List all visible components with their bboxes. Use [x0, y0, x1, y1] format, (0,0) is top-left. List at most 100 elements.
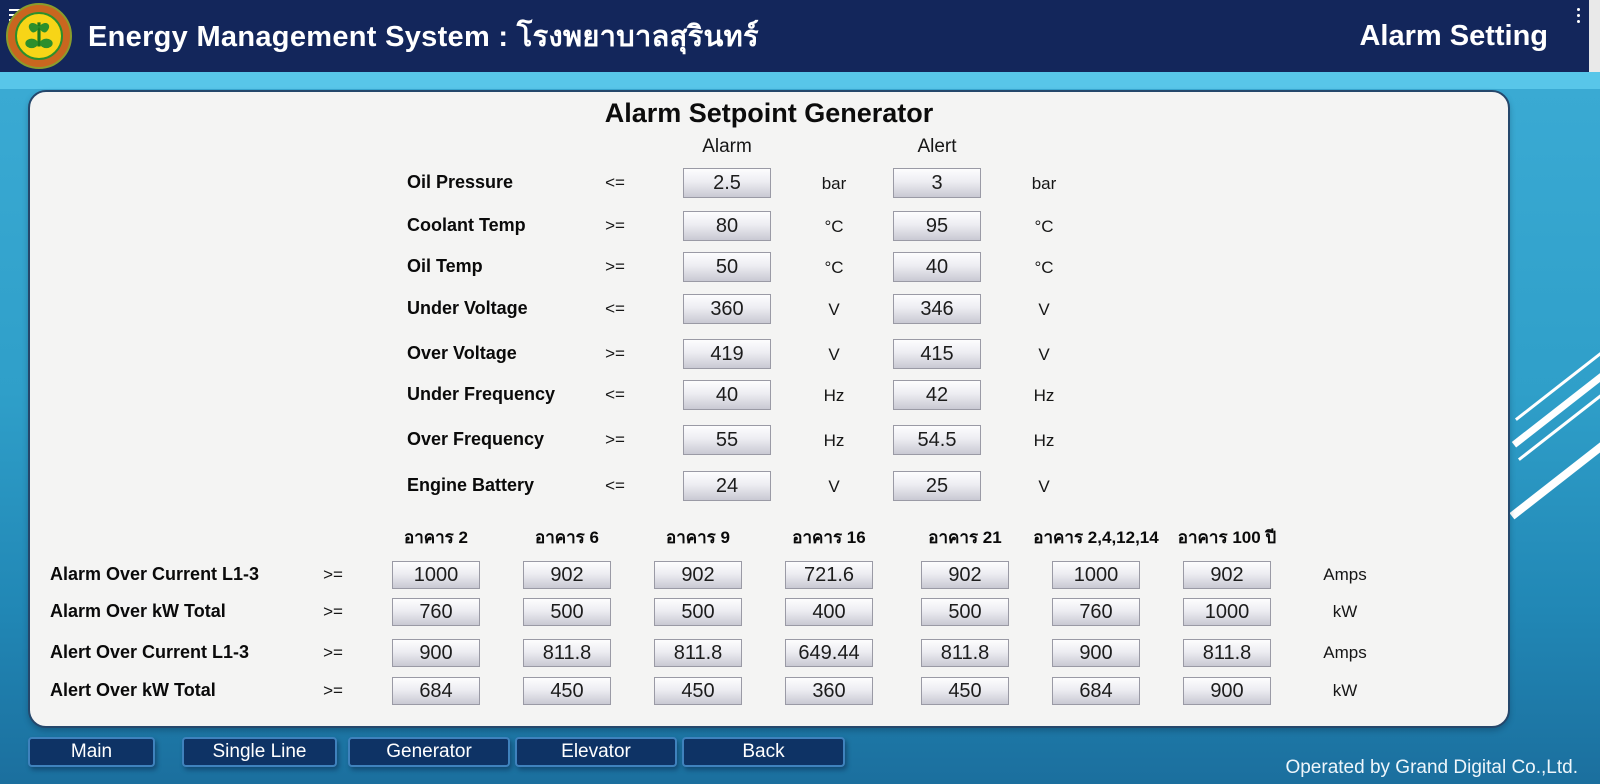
- alert-value-field[interactable]: 54.5: [893, 425, 981, 455]
- building-value-field[interactable]: 760: [392, 598, 480, 626]
- app-title: Energy Management System : โรงพยาบาลสุริ…: [88, 21, 759, 53]
- building-value-field[interactable]: 1000: [1183, 598, 1271, 626]
- building-row-operator: >=: [323, 681, 343, 700]
- building-value-field[interactable]: 721.6: [785, 561, 873, 589]
- building-value-field[interactable]: 684: [1052, 677, 1140, 705]
- building-value-field[interactable]: 400: [785, 598, 873, 626]
- nav-button-main[interactable]: Main: [28, 737, 155, 767]
- building-value-field[interactable]: 500: [523, 598, 611, 626]
- header-right-edge: [1589, 0, 1600, 72]
- building-value-field[interactable]: 450: [921, 677, 1009, 705]
- alert-unit: Hz: [1033, 431, 1055, 450]
- alarm-column-header: Alarm: [702, 136, 752, 157]
- nav-button-single-line[interactable]: Single Line: [182, 737, 337, 767]
- alert-value-field[interactable]: 40: [893, 252, 981, 282]
- hospital-logo: [6, 3, 72, 69]
- alert-value-field[interactable]: 25: [893, 471, 981, 501]
- building-column-header: อาคาร 16: [792, 528, 866, 547]
- building-value-field[interactable]: 500: [654, 598, 742, 626]
- setpoint-operator: <=: [605, 173, 625, 192]
- building-value-field[interactable]: 902: [1183, 561, 1271, 589]
- building-row-unit: Amps: [1323, 643, 1367, 662]
- setpoint-row: Over Voltage >= 419 V 415 V: [30, 339, 1508, 369]
- building-value-field[interactable]: 1000: [392, 561, 480, 589]
- vertical-ellipsis-icon[interactable]: [1577, 8, 1583, 23]
- hospital-emblem-icon: [15, 12, 63, 60]
- nav-button-back[interactable]: Back: [682, 737, 845, 767]
- building-value-field[interactable]: 900: [392, 639, 480, 667]
- alarm-value-field[interactable]: 419: [683, 339, 771, 369]
- alert-value-field[interactable]: 42: [893, 380, 981, 410]
- building-row-label: Alarm Over kW Total: [50, 601, 226, 621]
- building-row: Alert Over kW Total >= 684 450 450 360 450 68…: [30, 677, 1508, 705]
- header-bar: Energy Management System : โรงพยาบาลสุริ…: [0, 0, 1600, 72]
- alarm-unit: V: [828, 477, 840, 496]
- building-value-field[interactable]: 811.8: [523, 639, 611, 667]
- setpoint-operator: <=: [605, 299, 625, 318]
- building-value-field[interactable]: 684: [392, 677, 480, 705]
- setpoint-row: Coolant Temp >= 80 °C 95 °C: [30, 211, 1508, 241]
- setpoint-operator: <=: [605, 476, 625, 495]
- building-row: Alarm Over Current L1-3 >= 1000 902 902 721…: [30, 561, 1508, 589]
- setpoint-row: Over Frequency >= 55 Hz 54.5 Hz: [30, 425, 1508, 455]
- building-row-label: Alarm Over Current L1-3: [50, 564, 260, 584]
- building-value-field[interactable]: 902: [654, 561, 742, 589]
- building-row-operator: >=: [323, 565, 343, 584]
- building-row-operator: >=: [323, 643, 343, 662]
- alarm-unit: V: [828, 345, 840, 364]
- building-column-header: อาคาร 9: [666, 528, 730, 547]
- building-value-field[interactable]: 360: [785, 677, 873, 705]
- alarm-unit: V: [828, 300, 840, 319]
- setpoint-label: Oil Pressure: [407, 172, 514, 192]
- nav-button-generator[interactable]: Generator: [348, 737, 510, 767]
- building-row-operator: >=: [323, 602, 343, 621]
- nav-button-elevator[interactable]: Elevator: [515, 737, 677, 767]
- alert-column-header: Alert: [917, 136, 957, 157]
- building-value-field[interactable]: 811.8: [654, 639, 742, 667]
- building-column-header: อาคาร 2,4,12,14: [1033, 528, 1159, 547]
- alert-unit: V: [1038, 300, 1050, 319]
- building-row-unit: kW: [1332, 681, 1358, 700]
- building-row: Alert Over Current L1-3 >= 900 811.8 811.8…: [30, 639, 1508, 667]
- building-row-label: Alert Over kW Total: [50, 680, 216, 700]
- setpoint-row: Engine Battery <= 24 V 25 V: [30, 471, 1508, 501]
- building-value-field[interactable]: 811.8: [1183, 639, 1271, 667]
- setpoint-row: Oil Temp >= 50 °C 40 °C: [30, 252, 1508, 282]
- alert-value-field[interactable]: 415: [893, 339, 981, 369]
- building-value-field[interactable]: 450: [654, 677, 742, 705]
- building-row-unit: Amps: [1323, 565, 1367, 584]
- building-value-field[interactable]: 811.8: [921, 639, 1009, 667]
- alarm-value-field[interactable]: 55: [683, 425, 771, 455]
- building-column-header: อาคาร 21: [928, 528, 1002, 547]
- page-title: Alarm Setting: [1359, 19, 1548, 52]
- setpoint-label: Over Voltage: [407, 343, 517, 363]
- building-value-field[interactable]: 450: [523, 677, 611, 705]
- setpoint-operator: <=: [605, 385, 625, 404]
- alarm-value-field[interactable]: 360: [683, 294, 771, 324]
- setpoint-row: Oil Pressure <= 2.5 bar 3 bar: [30, 168, 1508, 198]
- alert-value-field[interactable]: 95: [893, 211, 981, 241]
- building-value-field[interactable]: 500: [921, 598, 1009, 626]
- building-column-header: อาคาร 6: [535, 528, 599, 547]
- building-value-field[interactable]: 902: [523, 561, 611, 589]
- alarm-value-field[interactable]: 24: [683, 471, 771, 501]
- building-value-field[interactable]: 902: [921, 561, 1009, 589]
- building-value-field[interactable]: 1000: [1052, 561, 1140, 589]
- alert-value-field[interactable]: 346: [893, 294, 981, 324]
- alert-unit: V: [1038, 345, 1050, 364]
- alarm-value-field[interactable]: 2.5: [683, 168, 771, 198]
- building-value-field[interactable]: 649.44: [785, 639, 873, 667]
- building-value-field[interactable]: 760: [1052, 598, 1140, 626]
- building-value-field[interactable]: 900: [1052, 639, 1140, 667]
- alert-unit: °C: [1034, 258, 1054, 277]
- setpoint-operator: >=: [605, 216, 625, 235]
- alert-unit: bar: [1031, 174, 1057, 193]
- setpoint-label: Coolant Temp: [407, 215, 526, 235]
- building-value-field[interactable]: 900: [1183, 677, 1271, 705]
- alarm-value-field[interactable]: 40: [683, 380, 771, 410]
- alarm-unit: bar: [821, 174, 847, 193]
- setpoint-label: Oil Temp: [407, 256, 483, 276]
- alert-value-field[interactable]: 3: [893, 168, 981, 198]
- alarm-value-field[interactable]: 80: [683, 211, 771, 241]
- alarm-value-field[interactable]: 50: [683, 252, 771, 282]
